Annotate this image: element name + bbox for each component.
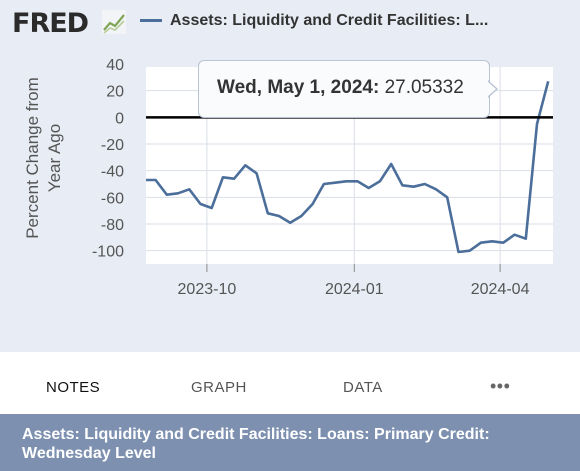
tab-notes[interactable]: NOTES: [46, 379, 101, 396]
footer: Assets: Liquidity and Credit Facilities:…: [0, 414, 580, 471]
tooltip-value: 27.05332: [384, 77, 464, 98]
series-label: Assets: Liquidity and Credit Facilities:…: [170, 12, 489, 29]
x-tick-label: 2024-04: [471, 281, 530, 298]
x-tick-labels: 2023-10 2024-01 2024-04: [178, 281, 530, 298]
series-line[interactable]: [146, 80, 550, 254]
y-tick-label: -80: [101, 217, 124, 234]
fred-logo[interactable]: FRED: [12, 8, 89, 39]
y-tick-label: 40: [106, 57, 124, 74]
tab-graph[interactable]: GRAPH: [191, 379, 247, 396]
active-tab-indicator: [0, 410, 145, 414]
grid-lines: [146, 67, 553, 272]
y-tick-labels: 40 20 0 -20 -40 -60 -80 -100: [92, 57, 124, 261]
y-axis-label: Percent Change from Year Ago: [23, 77, 64, 239]
tab-bar: NOTES GRAPH DATA •••: [0, 352, 580, 414]
y-tick-label: 20: [106, 84, 124, 101]
y-tick-label: -20: [101, 137, 124, 154]
y-tick-label: -40: [101, 164, 124, 181]
header: FRED Assets: Liquidity and Credit Facili…: [0, 0, 580, 52]
series-legend[interactable]: Assets: Liquidity and Credit Facilities:…: [140, 12, 488, 30]
x-tick-label: 2024-01: [325, 281, 384, 298]
tab-data[interactable]: DATA: [343, 379, 383, 396]
series-layer: [146, 80, 550, 254]
chart-line-icon: [102, 10, 126, 34]
y-tick-label: -100: [92, 244, 124, 261]
series-title: Assets: Liquidity and Credit Facilities:…: [22, 426, 490, 462]
more-icon[interactable]: •••: [490, 376, 511, 396]
y-tick-label: 0: [115, 110, 124, 127]
y-tick-label: -60: [101, 190, 124, 207]
tooltip-pointer-fill: [487, 81, 496, 97]
tooltip: Wed, May 1, 2024: 27.05332: [198, 60, 490, 118]
tooltip-date: Wed, May 1, 2024:: [217, 77, 380, 98]
x-tick-label: 2023-10: [178, 281, 237, 298]
legend-swatch: [140, 19, 162, 23]
